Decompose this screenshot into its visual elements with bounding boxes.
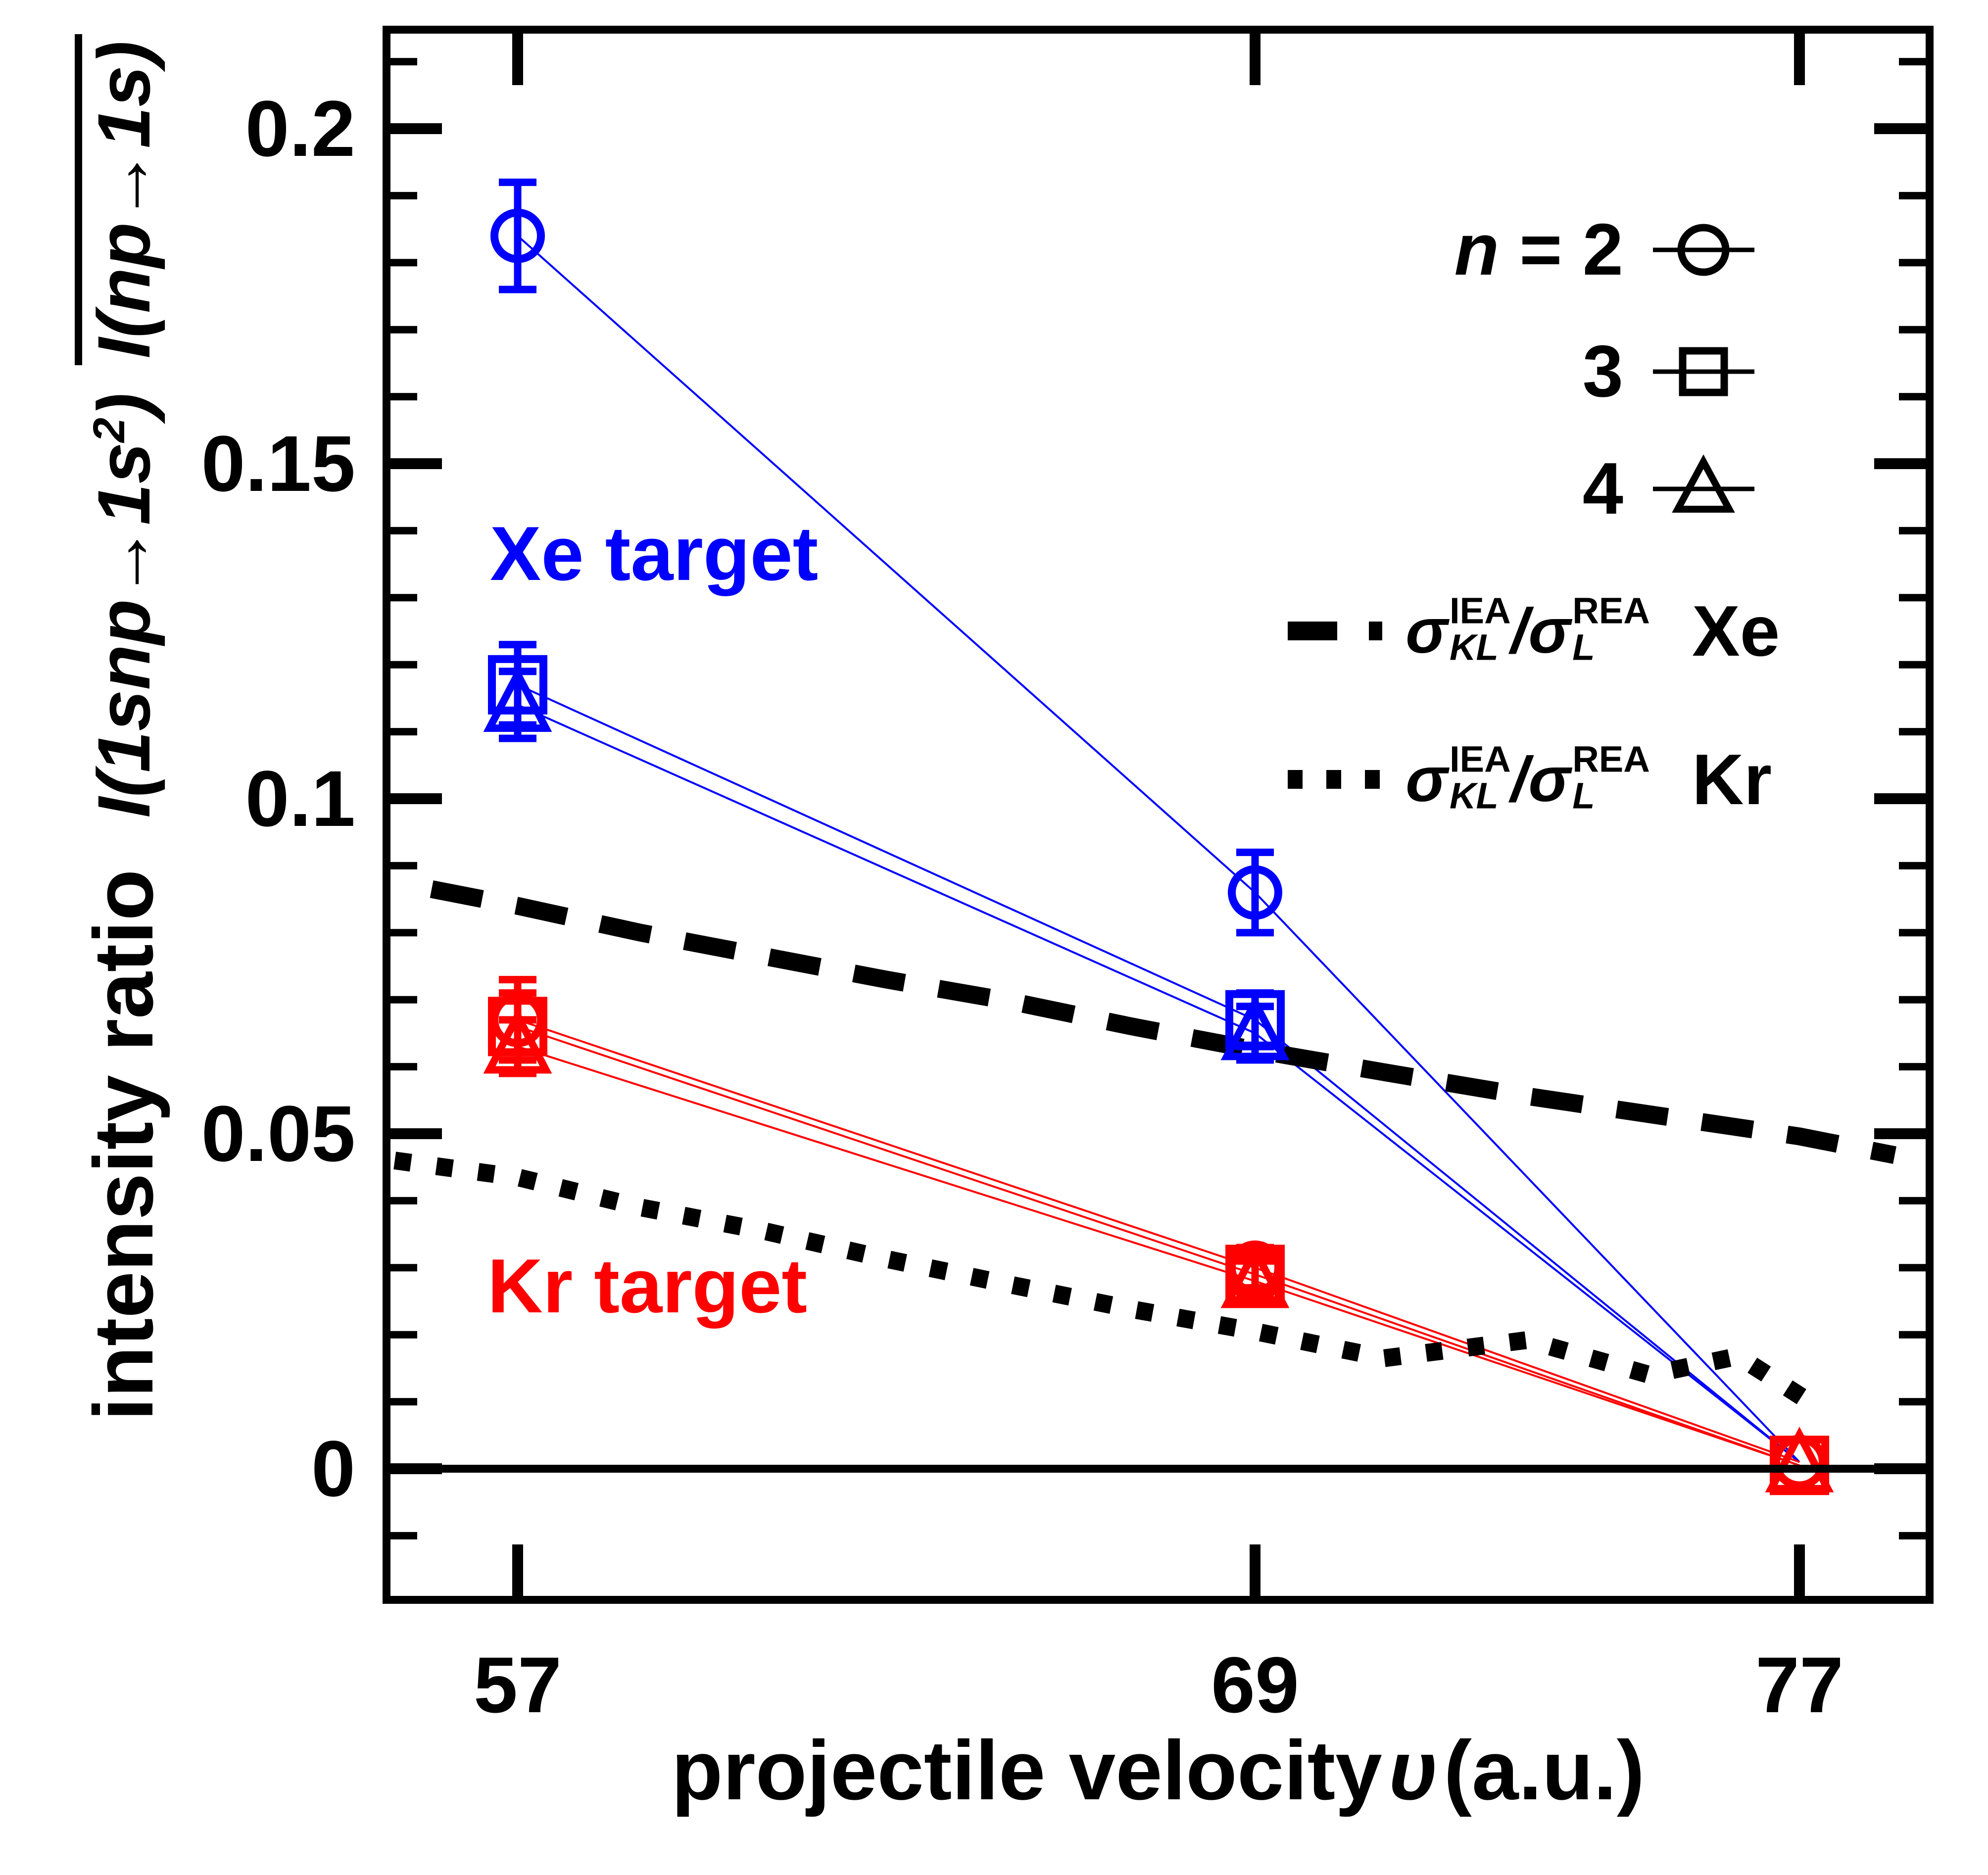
sub-l: L xyxy=(1572,626,1595,668)
element-xe: Xe xyxy=(1692,590,1780,671)
legend-row-theory-xe: σ IEA KL / σ REA L Xe xyxy=(1287,577,1780,685)
legend-n3-text: 3 xyxy=(1582,331,1623,412)
y-tick-label-0: 0 xyxy=(311,1424,355,1513)
sigma-formula-xe: σ IEA KL / σ REA L Xe xyxy=(1406,590,1780,673)
dashed-line-sample xyxy=(1288,622,1382,640)
y-tick-label-0.1: 0.1 xyxy=(245,754,355,843)
sigma-formula-kr: σ IEA KL / σ REA L Kr xyxy=(1406,738,1772,821)
x-tick-label-57: 57 xyxy=(474,1640,562,1729)
y-axis-label-text: intensity ratio xyxy=(77,869,171,1421)
slash: / xyxy=(1510,595,1529,667)
plot-frame xyxy=(383,26,1934,1604)
marker-triangle-kr-n4-v57 xyxy=(483,1008,552,1074)
y-axis-label: intensity ratio I(1snp→1s2) I(np→1s) xyxy=(10,34,238,1421)
legend-n2-text: = 2 xyxy=(1499,209,1623,290)
sub-l-kr: L xyxy=(1572,775,1595,817)
y-tick-label-0.2: 0.2 xyxy=(245,84,355,173)
numerator-close: ) xyxy=(82,393,165,418)
legend-row-n2: n = 2 xyxy=(1410,205,1757,294)
legend-label-n4: 4 xyxy=(1583,447,1623,531)
x-axis-label-pre: projectile velocity xyxy=(671,1724,1382,1818)
marker-triangle-kr-n4-v77 xyxy=(1765,1427,1834,1492)
xe-target-annotation: Xe target xyxy=(490,511,819,596)
legend-label-n2: n = 2 xyxy=(1455,208,1623,292)
sup-iea: IEA xyxy=(1449,590,1511,631)
marker-circle-xe-n2-v69 xyxy=(1228,865,1282,920)
legend-n-var: n xyxy=(1454,209,1500,290)
y-tick-label-0.05: 0.05 xyxy=(201,1089,355,1178)
numerator-main: I(1snp→1s xyxy=(82,442,165,818)
sup-iea-kr: IEA xyxy=(1449,738,1511,780)
marker-circle-xe-n2-v57 xyxy=(490,208,545,263)
legend-n4-text: 4 xyxy=(1582,448,1623,529)
marker-triangle-xe-n4-v57 xyxy=(483,666,552,732)
legend-circle-glyph xyxy=(1677,224,1730,276)
x-axis-label: projectile velocityυ(a.u.) xyxy=(638,1722,1678,1819)
sigma1-kr: σ xyxy=(1406,744,1448,815)
y-axis-fraction: I(1snp→1s2) I(np→1s) xyxy=(75,34,165,825)
legend-square-symbol xyxy=(1653,347,1754,396)
y-tick-label-0.15: 0.15 xyxy=(201,419,355,508)
legend-label-n3: 3 xyxy=(1583,330,1623,414)
sigma2-kr: σ xyxy=(1528,744,1571,815)
x-tick-label-77: 77 xyxy=(1755,1640,1843,1729)
legend-row-theory-kr: σ IEA KL / σ REA L Kr xyxy=(1287,725,1772,834)
kr-target-annotation: Kr target xyxy=(487,1243,807,1329)
element-kr: Kr xyxy=(1692,739,1772,819)
connector-line-kr-n2 xyxy=(517,1018,1800,1463)
sub-kl: KL xyxy=(1449,626,1499,668)
sub-kl-kr: KL xyxy=(1449,775,1499,817)
x-tick-label-69: 69 xyxy=(1211,1640,1299,1729)
legend-circle-symbol xyxy=(1653,224,1754,276)
sup-rea: REA xyxy=(1572,590,1650,631)
marker-triangle-xe-n4-v69 xyxy=(1220,994,1290,1060)
marker-triangle-kr-n4-v69 xyxy=(1220,1242,1290,1308)
sigma1: σ xyxy=(1406,595,1448,667)
sigma2: σ xyxy=(1528,595,1571,667)
legend-square-glyph xyxy=(1679,347,1728,396)
legend-row-n4: 4 xyxy=(1410,444,1757,533)
slash-kr: / xyxy=(1510,744,1529,815)
numerator-superscript: 2 xyxy=(85,418,134,443)
legend-triangle-glyph xyxy=(1672,454,1735,513)
dotted-line-sample xyxy=(1288,770,1382,789)
fraction-denominator: I(np→1s) xyxy=(75,34,165,366)
x-axis-label-post: (a.u.) xyxy=(1444,1724,1645,1818)
fraction-numerator: I(1snp→1s2) xyxy=(82,386,165,825)
upsilon-symbol: υ xyxy=(1388,1724,1438,1818)
sup-rea-kr: REA xyxy=(1572,738,1650,780)
theory-curve-dashed xyxy=(430,880,1896,1164)
legend-row-n3: 3 xyxy=(1410,327,1757,416)
legend-triangle-symbol xyxy=(1653,454,1754,513)
